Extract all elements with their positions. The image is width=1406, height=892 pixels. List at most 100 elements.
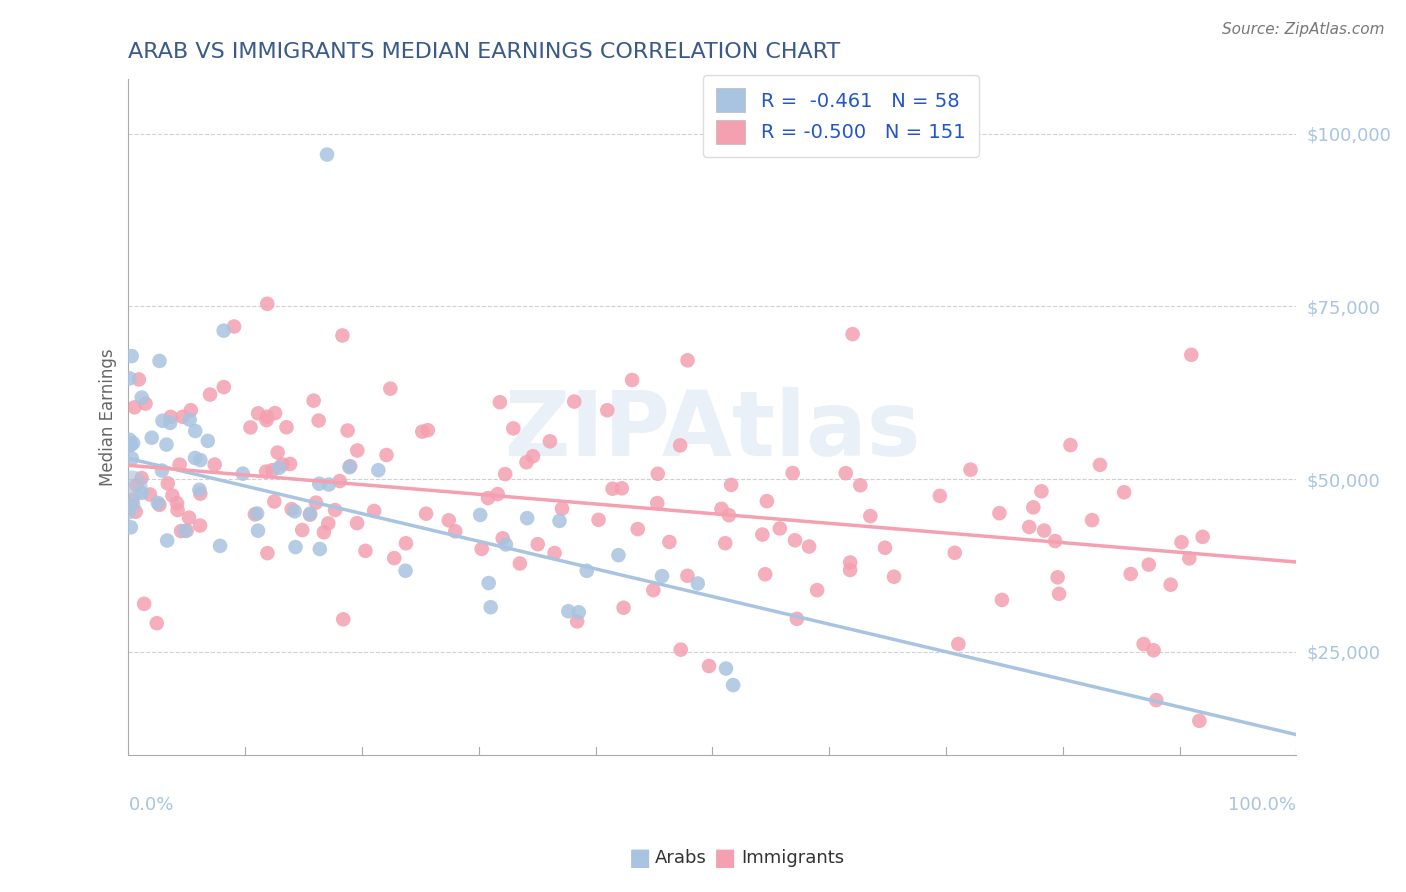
Point bbox=[411, 425, 433, 439]
Point bbox=[395, 536, 418, 550]
Point bbox=[169, 458, 191, 472]
Point bbox=[118, 437, 141, 451]
Point bbox=[146, 616, 169, 631]
Point bbox=[839, 563, 862, 577]
Point bbox=[267, 461, 290, 475]
Point bbox=[159, 409, 181, 424]
Point bbox=[329, 474, 352, 488]
Point bbox=[278, 457, 301, 471]
Point bbox=[502, 421, 524, 435]
Point bbox=[118, 433, 141, 447]
Point bbox=[797, 540, 820, 554]
Point bbox=[676, 568, 699, 582]
Point bbox=[209, 539, 232, 553]
Point bbox=[346, 443, 368, 458]
Point bbox=[1081, 513, 1104, 527]
Point bbox=[212, 324, 235, 338]
Point bbox=[124, 401, 146, 415]
Point bbox=[117, 439, 139, 453]
Point bbox=[308, 476, 330, 491]
Point bbox=[152, 414, 174, 428]
Point bbox=[188, 518, 211, 533]
Point bbox=[367, 463, 389, 477]
Point bbox=[489, 395, 512, 409]
Text: 0.0%: 0.0% bbox=[128, 796, 174, 814]
Point bbox=[316, 516, 339, 531]
Point bbox=[676, 353, 699, 368]
Point bbox=[526, 537, 548, 551]
Point bbox=[131, 391, 153, 405]
Point bbox=[247, 406, 270, 420]
Point bbox=[551, 501, 574, 516]
Text: ZIPAtlas: ZIPAtlas bbox=[505, 386, 920, 475]
Point bbox=[883, 570, 905, 584]
Point bbox=[339, 460, 361, 475]
Point bbox=[394, 564, 416, 578]
Point bbox=[243, 508, 266, 522]
Point bbox=[197, 434, 219, 448]
Point bbox=[266, 445, 288, 459]
Point bbox=[120, 438, 142, 452]
Point bbox=[128, 372, 150, 386]
Point bbox=[174, 524, 197, 538]
Point bbox=[602, 482, 624, 496]
Point bbox=[643, 583, 665, 598]
Point bbox=[786, 612, 808, 626]
Point bbox=[1119, 566, 1142, 581]
Point bbox=[1188, 714, 1211, 728]
Point bbox=[125, 505, 148, 519]
Point bbox=[318, 477, 340, 491]
Point bbox=[184, 424, 207, 438]
Point bbox=[470, 508, 492, 522]
Point bbox=[607, 548, 630, 562]
Point bbox=[172, 409, 194, 424]
Point bbox=[179, 412, 201, 426]
Point bbox=[492, 532, 515, 546]
Point bbox=[254, 465, 277, 479]
Point bbox=[783, 533, 806, 548]
Point bbox=[1112, 485, 1135, 500]
Point bbox=[509, 557, 531, 571]
Point bbox=[166, 503, 188, 517]
Text: Immigrants: Immigrants bbox=[741, 849, 844, 867]
Point bbox=[1043, 534, 1066, 549]
Point bbox=[859, 509, 882, 524]
Point bbox=[132, 597, 155, 611]
Point bbox=[782, 466, 804, 480]
Point bbox=[232, 467, 254, 481]
Point bbox=[755, 494, 778, 508]
Point bbox=[262, 463, 284, 477]
Point bbox=[247, 524, 270, 538]
Point bbox=[1033, 524, 1056, 538]
Point bbox=[669, 438, 692, 452]
Point bbox=[477, 491, 499, 505]
Point bbox=[1191, 530, 1213, 544]
Point bbox=[471, 541, 494, 556]
Point bbox=[176, 524, 198, 538]
Point bbox=[1047, 587, 1070, 601]
Point bbox=[125, 478, 148, 492]
Point bbox=[122, 436, 145, 450]
Text: Arabs: Arabs bbox=[655, 849, 707, 867]
Point bbox=[155, 437, 177, 451]
Point bbox=[336, 424, 359, 438]
Point bbox=[299, 507, 322, 521]
Point bbox=[264, 406, 287, 420]
Point bbox=[121, 479, 143, 493]
Point bbox=[121, 492, 143, 507]
Point bbox=[943, 546, 966, 560]
Point bbox=[308, 541, 330, 556]
Point bbox=[610, 481, 633, 495]
Point bbox=[717, 508, 740, 523]
Text: Source: ZipAtlas.com: Source: ZipAtlas.com bbox=[1222, 22, 1385, 37]
Point bbox=[959, 463, 981, 477]
Point bbox=[948, 637, 970, 651]
Point bbox=[271, 458, 294, 472]
Point bbox=[1022, 500, 1045, 515]
Point bbox=[588, 513, 610, 527]
Point bbox=[806, 583, 828, 598]
Point bbox=[548, 514, 571, 528]
Point bbox=[323, 503, 346, 517]
Point bbox=[835, 466, 858, 480]
Point bbox=[280, 502, 302, 516]
